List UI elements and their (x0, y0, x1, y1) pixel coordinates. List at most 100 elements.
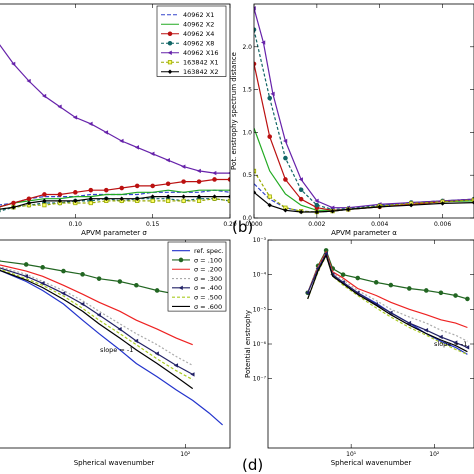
series-line (307, 253, 468, 353)
data-point (61, 291, 66, 296)
data-point (26, 78, 31, 84)
data-point (181, 198, 186, 203)
data-point (298, 177, 303, 182)
data-point (154, 288, 160, 293)
data-point (23, 274, 28, 279)
data-point (135, 196, 140, 201)
x-tick-label: 10² (180, 451, 191, 458)
y-tick-label: 0.0 (242, 215, 252, 222)
data-point (23, 262, 29, 267)
legend-box (156, 5, 227, 77)
y-tick-label: 10⁻⁴ (253, 272, 267, 279)
y-tick-label: 10⁻⁵ (253, 306, 267, 313)
legend-marker (167, 69, 173, 74)
data-point (267, 202, 272, 208)
data-point (119, 196, 124, 201)
data-point (388, 282, 394, 288)
data-point (227, 194, 230, 199)
panel-b: 0.000 0.002 0.004 0.006 0.0 0.5 1.0 1.5 2.0 APVM … (230, 3, 474, 237)
data-point (340, 280, 345, 285)
panel-letter: (d) (242, 456, 263, 474)
data-point (73, 198, 78, 204)
series-line (307, 251, 468, 342)
data-point (181, 179, 186, 184)
data-point (133, 338, 139, 344)
data-point (438, 334, 443, 340)
series-group (305, 248, 470, 355)
data-point (88, 121, 93, 127)
legend-entry: σ = .300 (194, 275, 222, 283)
data-point (72, 115, 78, 120)
data-point (150, 183, 155, 189)
data-point (134, 145, 139, 150)
data-point (406, 320, 412, 326)
data-point (165, 194, 171, 199)
data-point (355, 275, 361, 281)
y-axis-label: Potential enstrophy (244, 310, 252, 378)
series-line (0, 269, 194, 390)
annotation: slope = -1 (434, 340, 467, 348)
x-axis-label: APVM parameter σ (81, 229, 147, 237)
series-line (307, 250, 468, 329)
data-point (26, 200, 32, 206)
series-line (0, 198, 230, 212)
y-tick-label: 2.0 (242, 44, 252, 51)
data-point (11, 61, 16, 67)
data-point (42, 192, 47, 197)
data-point (57, 192, 63, 197)
data-point (465, 345, 470, 350)
panel-c: 10² Spherical wavenumber slope = -1 ref. sp… (0, 239, 231, 467)
series-group (254, 6, 474, 215)
x-tick-label: 0.20 (223, 221, 237, 228)
data-point (196, 194, 202, 199)
y-tick-label: 10⁻⁷ (253, 376, 267, 383)
series-line (254, 63, 474, 211)
panel-a: 0.10 0.15 0.20 APVM parameter σ 40962 X1 4096… (0, 3, 237, 237)
series-line (0, 189, 230, 208)
data-point (254, 190, 257, 195)
data-point (261, 40, 266, 45)
legend-entry: σ = .100 (194, 256, 222, 264)
x-tick-label: 10² (429, 451, 440, 458)
data-point (117, 279, 123, 284)
data-point (80, 272, 85, 277)
legend-entry: ref. spec. (194, 247, 224, 255)
data-point (119, 185, 125, 191)
data-point (88, 196, 93, 201)
data-point (314, 202, 320, 208)
data-point (298, 187, 304, 193)
data-point (283, 155, 288, 161)
data-point (355, 290, 360, 295)
legend-box (167, 241, 227, 312)
series-line (254, 8, 474, 209)
data-point (227, 198, 230, 203)
data-point (190, 372, 195, 377)
data-point (196, 179, 202, 184)
data-point (88, 187, 94, 193)
legend-marker (167, 60, 173, 65)
series-line (0, 196, 230, 210)
legend-entry: σ = .500 (194, 293, 222, 301)
axes-frame (0, 3, 231, 219)
data-point (330, 205, 335, 210)
data-point (96, 312, 101, 318)
legend-marker (178, 257, 184, 263)
series-line (0, 269, 223, 426)
x-tick-label: 0.10 (69, 221, 83, 228)
data-point (103, 187, 109, 193)
legend-marker (167, 31, 173, 37)
data-point (117, 326, 122, 332)
data-point (181, 194, 186, 199)
legend-entry: 40962 X8 (183, 40, 214, 48)
data-point (40, 281, 45, 286)
data-point (254, 6, 256, 11)
data-point (453, 293, 458, 298)
data-point (423, 328, 429, 333)
data-point (227, 171, 230, 175)
x-axis-label: Spherical wavenumber (331, 459, 412, 467)
series-line (0, 266, 193, 366)
panel-letter: (b) (232, 218, 253, 236)
axes-frame (0, 239, 231, 449)
legend-marker (167, 40, 173, 46)
y-tick-label: 0.5 (242, 172, 252, 179)
